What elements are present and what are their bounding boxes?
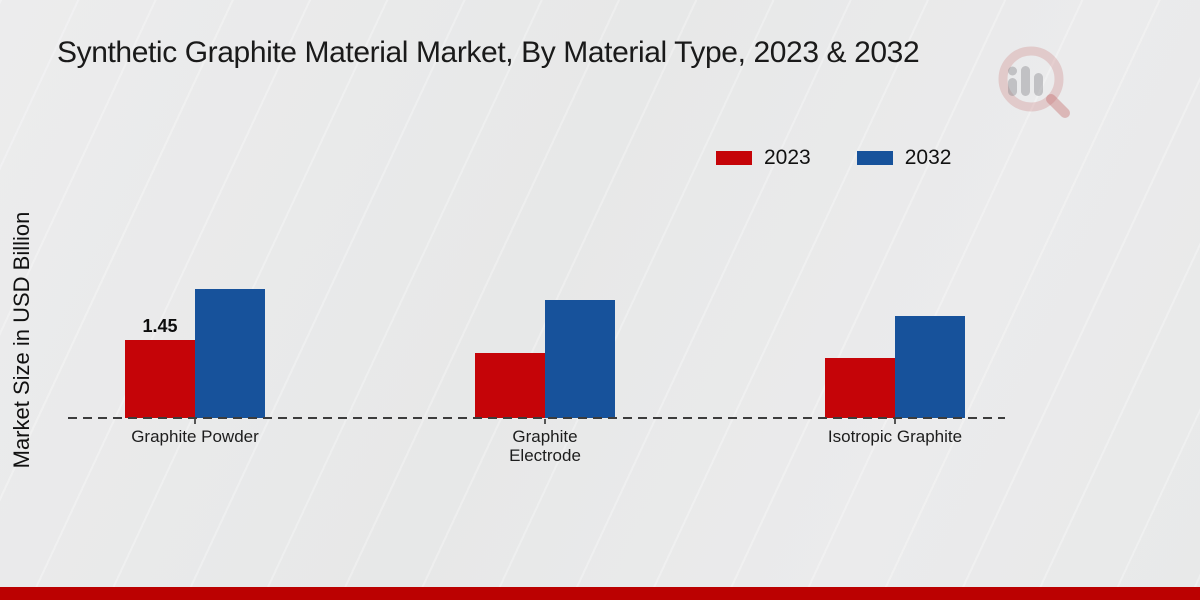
category-label-graphite-powder: Graphite Powder — [131, 427, 259, 446]
legend-swatch-2032 — [856, 151, 893, 165]
bar-2032-isotropic-graphite — [895, 316, 965, 418]
legend-item-2023: 2023 — [716, 146, 811, 170]
x-axis-baseline — [68, 417, 1005, 419]
chart-title: Synthetic Graphite Material Market, By M… — [57, 36, 920, 69]
x-axis-tick-graphite-electrode — [544, 419, 546, 424]
legend-label-2023: 2023 — [764, 146, 811, 169]
brand-watermark-magnifier-icon — [998, 46, 1070, 118]
legend-label-2032: 2032 — [904, 146, 952, 169]
legend: 2023 2032 — [716, 146, 951, 170]
y-axis-label: Market Size in USD Billion — [9, 211, 34, 469]
bar-2023-graphite-electrode — [475, 353, 545, 418]
category-label-graphite-electrode: Graphite Electrode — [509, 427, 581, 465]
legend-item-2032: 2032 — [856, 146, 952, 170]
bar-2032-graphite-electrode — [545, 300, 615, 418]
bar-2023-isotropic-graphite — [825, 358, 895, 418]
bar-2032-graphite-powder — [195, 289, 265, 418]
value-label-2023-graphite-powder: 1.45 — [142, 316, 178, 336]
legend-swatch-2023 — [716, 151, 752, 165]
footer-accent-bar — [0, 587, 1200, 600]
x-axis-tick-graphite-powder — [194, 419, 196, 424]
bar-2023-graphite-powder — [125, 340, 195, 418]
x-axis-tick-isotropic-graphite — [894, 419, 896, 424]
category-label-isotropic-graphite: Isotropic Graphite — [827, 427, 963, 446]
